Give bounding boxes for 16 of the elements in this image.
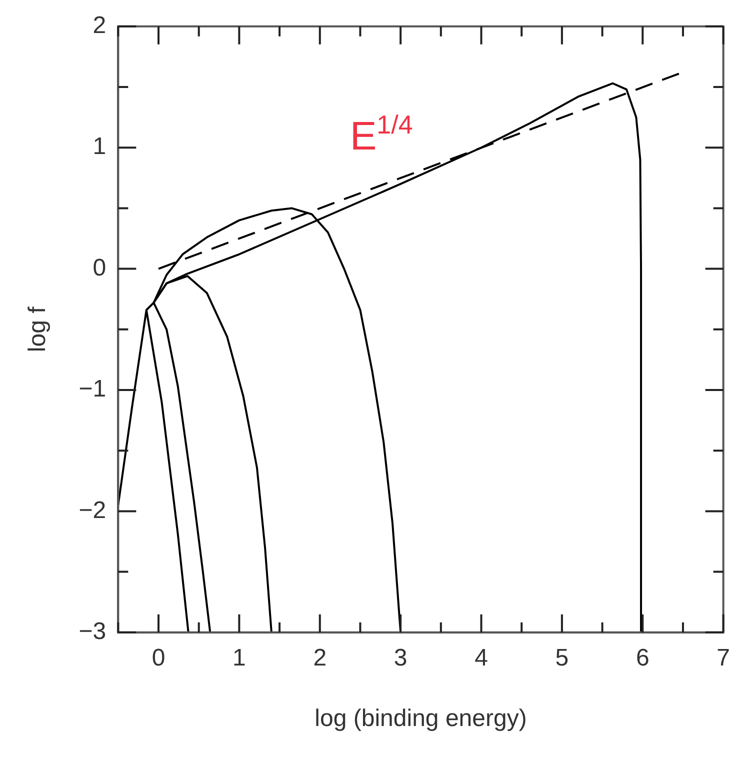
y-tick-label: 1 bbox=[92, 133, 106, 160]
y-tick-label: −3 bbox=[78, 618, 106, 646]
x-axis-title: log (binding energy) bbox=[314, 705, 527, 732]
x-tick-label: 4 bbox=[474, 644, 488, 672]
x-tick-label: 6 bbox=[636, 644, 650, 672]
y-axis-title: log f bbox=[24, 306, 52, 352]
x-tick-label: 7 bbox=[716, 644, 730, 672]
y-tick-label: 0 bbox=[92, 254, 106, 282]
y-tick-label: −2 bbox=[78, 496, 106, 524]
y-tick-label: −1 bbox=[78, 376, 106, 403]
x-tick-label: 2 bbox=[313, 644, 327, 672]
x-tick-label: 3 bbox=[394, 644, 408, 672]
x-tick-label: 5 bbox=[555, 644, 569, 672]
y-tick-label: 2 bbox=[92, 12, 106, 40]
x-tick-label: 1 bbox=[232, 644, 246, 672]
x-tick-label: 0 bbox=[152, 644, 166, 672]
